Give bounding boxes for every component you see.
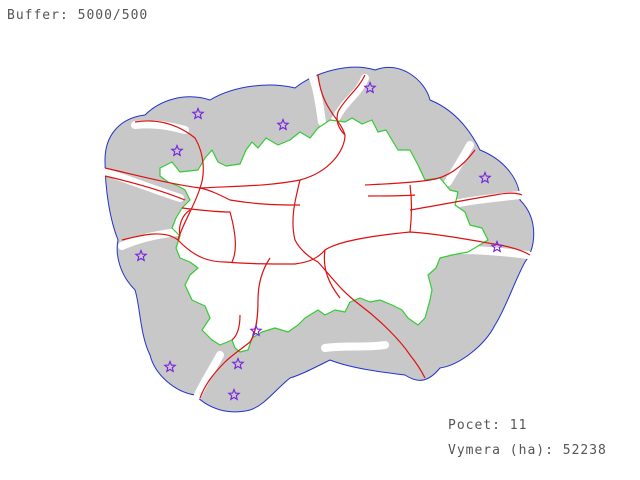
star-icon[interactable] [134, 248, 148, 262]
star-icon[interactable] [191, 106, 205, 120]
road-network [104, 74, 531, 399]
area-label: Vymera (ha): 52238 [448, 443, 607, 458]
star-icon[interactable] [363, 80, 377, 94]
star-icon[interactable] [249, 323, 263, 337]
marker-layer [134, 80, 504, 401]
star-icon[interactable] [276, 117, 290, 131]
star-icon[interactable] [163, 359, 177, 373]
star-icon[interactable] [170, 143, 184, 157]
count-label: Pocet: 11 [448, 418, 528, 433]
star-icon[interactable] [231, 356, 245, 370]
star-icon[interactable] [227, 387, 241, 401]
city-boundary [159, 117, 489, 353]
buffer-label: Buffer: 5000/500 [7, 8, 149, 23]
star-icon[interactable] [490, 239, 504, 253]
star-icon[interactable] [478, 170, 492, 184]
